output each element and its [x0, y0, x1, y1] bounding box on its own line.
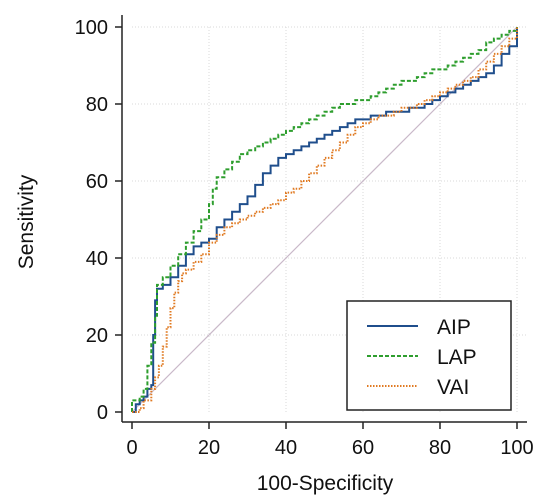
legend-label-aip: AIP	[437, 316, 471, 339]
y-tick-label: 80	[86, 94, 108, 116]
series-layer	[131, 27, 518, 413]
y-tick-label: 100	[75, 17, 108, 39]
y-tick-label: 20	[86, 325, 108, 347]
series-line-aip	[132, 27, 518, 413]
legend-box	[346, 300, 512, 411]
x-axis-label: 100-Specificity	[257, 472, 394, 495]
tick-labels: 0 20 40 60 80 100 0 20 40 60 80 100	[75, 17, 534, 459]
axes	[115, 15, 527, 429]
x-tick-label: 20	[198, 437, 220, 459]
y-axis-label: Sensitivity	[15, 174, 38, 269]
y-tick-label: 40	[86, 248, 108, 270]
series-line-lap	[131, 27, 518, 412]
y-tick-label: 0	[97, 402, 108, 424]
legend-label-vai: VAI	[437, 376, 469, 399]
grid-lines	[132, 26, 527, 412]
x-tick-label: 40	[275, 437, 297, 459]
x-tick-label: 100	[500, 437, 533, 459]
y-tick-label: 60	[86, 171, 108, 193]
x-tick-label: 0	[126, 437, 137, 459]
legend: AIP LAP VAI	[346, 300, 512, 411]
x-tick-label: 60	[352, 437, 374, 459]
reference-diagonal	[131, 26, 518, 413]
legend-label-lap: LAP	[437, 346, 477, 369]
series-line-vai	[132, 27, 518, 413]
reference-line	[131, 26, 518, 413]
x-tick-label: 80	[429, 437, 451, 459]
